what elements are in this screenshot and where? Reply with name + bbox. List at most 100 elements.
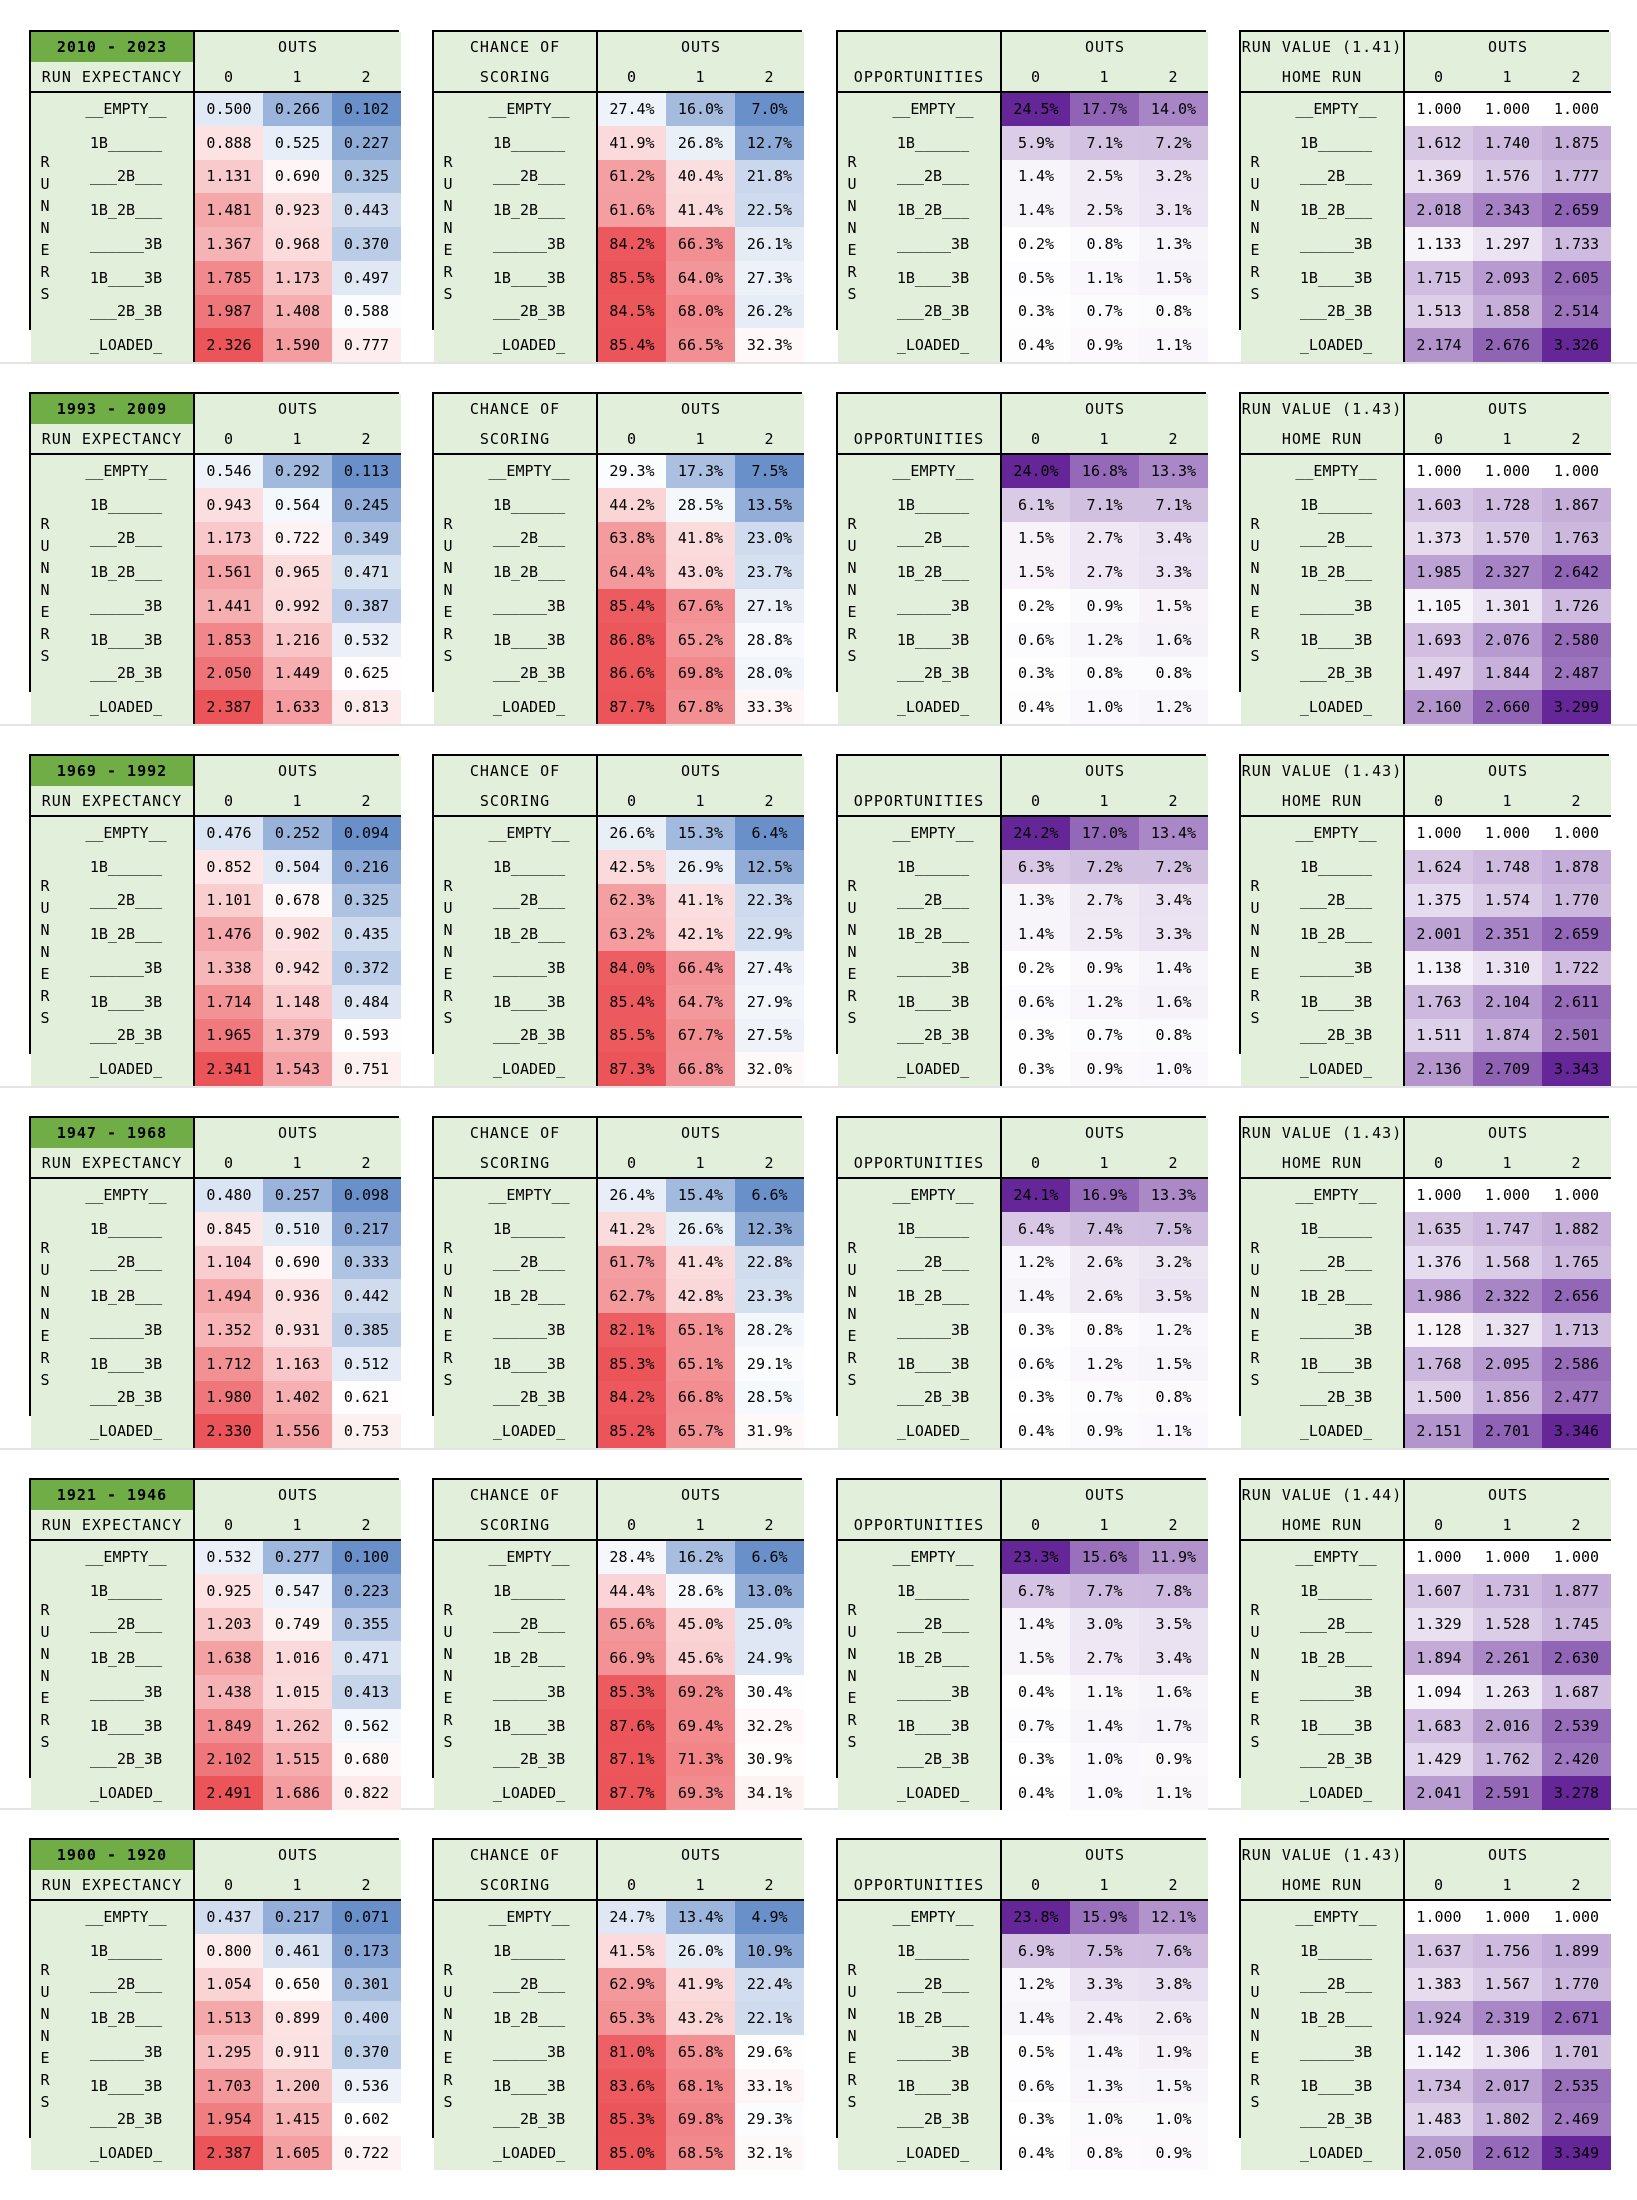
value-cell: 1.715	[1404, 260, 1473, 295]
runners-letter: N	[443, 2026, 453, 2045]
base-state-label: ___2B_3B	[462, 2102, 598, 2137]
table-row: 1B_2B___ 2.001 2.351 2.659	[1241, 917, 1612, 951]
table-row: ______3B 0.2% 0.9% 1.4%	[838, 951, 1209, 985]
runners-letter: N	[847, 1282, 857, 1301]
value-cell: 1.148	[263, 984, 332, 1019]
value-cell: 0.8%	[1070, 2136, 1139, 2170]
value-cell: 68.1%	[666, 2068, 735, 2103]
value-cell: 1.1%	[1070, 1675, 1139, 1709]
base-state-label: ___2B___	[462, 1245, 598, 1280]
value-cell: 2.018	[1404, 193, 1473, 227]
value-cell: 3.3%	[1139, 555, 1209, 589]
outs-column-header: 0	[194, 1510, 263, 1541]
value-cell: 2.327	[1473, 555, 1542, 589]
value-cell: 1.128	[1404, 1313, 1473, 1347]
table-row: ___2B_3B 0.3% 0.7% 0.8%	[838, 294, 1209, 329]
base-state-label: 1B____3B	[59, 984, 195, 1019]
runners-letter: N	[1250, 196, 1260, 215]
value-cell: 1.408	[263, 294, 332, 329]
value-cell: 1.731	[1473, 1573, 1542, 1608]
value-cell: 0.9%	[1070, 1414, 1139, 1448]
value-cell: 1.985	[1404, 555, 1473, 589]
value-cell: 33.1%	[735, 2068, 805, 2103]
runners-letter: S	[1250, 646, 1260, 665]
value-cell: 6.6%	[735, 1178, 805, 1212]
base-state-label: __EMPTY__	[59, 816, 195, 850]
table-row: 1B_2B___ 1.561 0.965 0.471	[31, 555, 402, 589]
base-state-label: __EMPTY__	[866, 816, 1002, 850]
value-cell: 1.0%	[1070, 2102, 1139, 2137]
base-state-label: ___2B___	[1269, 883, 1405, 918]
value-cell: 0.852	[194, 849, 263, 884]
runners-letter: S	[443, 1008, 453, 1027]
outs-column-header: 0	[1001, 1148, 1070, 1179]
value-cell: 34.1%	[735, 1776, 805, 1810]
value-cell: 2.104	[1473, 984, 1542, 1019]
value-cell: 1.740	[1473, 125, 1542, 160]
base-state-label: 1B_2B___	[462, 2001, 598, 2035]
runners-letter: S	[40, 2092, 50, 2111]
table-row: 1B_2B___ 1.5% 2.7% 3.3%	[838, 555, 1209, 589]
table-row: ___2B___ 1.054 0.650 0.301	[31, 1967, 402, 2002]
base-state-label: ______3B	[59, 951, 195, 985]
value-cell: 1.4%	[1070, 1708, 1139, 1743]
runners-letter: R	[1250, 1238, 1260, 1257]
value-cell: 1.703	[194, 2068, 263, 2103]
base-state-label: _LOADED_	[59, 690, 195, 724]
value-cell: 2.095	[1473, 1346, 1542, 1381]
value-cell: 2.041	[1404, 1776, 1473, 1810]
value-cell: 14.0%	[1139, 92, 1209, 126]
value-cell: 68.0%	[666, 294, 735, 329]
runners-letter: N	[847, 196, 857, 215]
base-state-label: 1B____3B	[462, 2068, 598, 2103]
value-cell: 3.2%	[1139, 159, 1209, 194]
runners-letter: U	[40, 1622, 50, 1641]
value-cell: 12.7%	[735, 125, 805, 160]
runners-letter: U	[1250, 1260, 1260, 1279]
base-state-label: ___2B___	[1269, 1607, 1405, 1642]
value-cell: 5.9%	[1001, 125, 1070, 160]
table-row: R U N N E R S __EMPTY__ 0.476 0.252 0.094	[31, 816, 402, 1086]
value-cell: 0.602	[332, 2102, 402, 2137]
table-subtitle: HOME RUN	[1241, 786, 1405, 817]
table-row: ______3B 1.295 0.911 0.370	[31, 2035, 402, 2069]
value-cell: 0.443	[332, 193, 402, 227]
runners-letter: N	[40, 1304, 50, 1323]
value-cell: 1.5%	[1139, 589, 1209, 623]
table-row: 1B______ 41.2% 26.6% 12.3%	[434, 1211, 805, 1246]
table-row: _LOADED_ 2.136 2.709 3.343	[1241, 1052, 1612, 1086]
table-row: _LOADED_ 0.4% 0.9% 1.1%	[838, 1414, 1209, 1448]
runners-letter: R	[1250, 2070, 1260, 2089]
value-cell: 0.925	[194, 1573, 263, 1608]
value-cell: 45.0%	[666, 1607, 735, 1642]
outs-column-header: 2	[332, 1148, 402, 1179]
value-cell: 44.4%	[597, 1573, 666, 1608]
runners-letter: N	[847, 2026, 857, 2045]
runners-letter: E	[443, 1688, 453, 1707]
value-cell: 0.7%	[1070, 1018, 1139, 1053]
value-cell: 1.722	[1542, 951, 1612, 985]
base-state-label: 1B______	[1269, 125, 1405, 160]
base-state-label: _LOADED_	[1269, 690, 1405, 724]
value-cell: 1.924	[1404, 2001, 1473, 2035]
value-cell: 1.867	[1542, 487, 1612, 522]
value-cell: 1.2%	[1070, 984, 1139, 1019]
value-cell: 17.7%	[1070, 92, 1139, 126]
value-cell: 1.000	[1542, 454, 1612, 488]
table-row: 1B_2B___ 64.4% 43.0% 23.7%	[434, 555, 805, 589]
table-row: ___2B_3B 1.987 1.408 0.588	[31, 294, 402, 329]
value-cell: 0.227	[332, 125, 402, 160]
table-row: ___2B_3B 1.500 1.856 2.477	[1241, 1380, 1612, 1415]
base-state-label: __EMPTY__	[866, 92, 1002, 126]
value-cell: 23.8%	[1001, 1900, 1070, 1934]
outs-column-header: 1	[263, 1148, 332, 1179]
value-cell: 15.4%	[666, 1178, 735, 1212]
table-row: 1B____3B 0.5% 1.1% 1.5%	[838, 260, 1209, 295]
table-row: ______3B 0.2% 0.9% 1.5%	[838, 589, 1209, 623]
outs-header: OUTS	[277, 1486, 319, 1504]
table-row: ___2B___ 1.3% 2.7% 3.4%	[838, 883, 1209, 918]
runners-letter: E	[443, 964, 453, 983]
value-cell: 1.000	[1473, 454, 1542, 488]
runners-letter: R	[40, 1960, 50, 1979]
